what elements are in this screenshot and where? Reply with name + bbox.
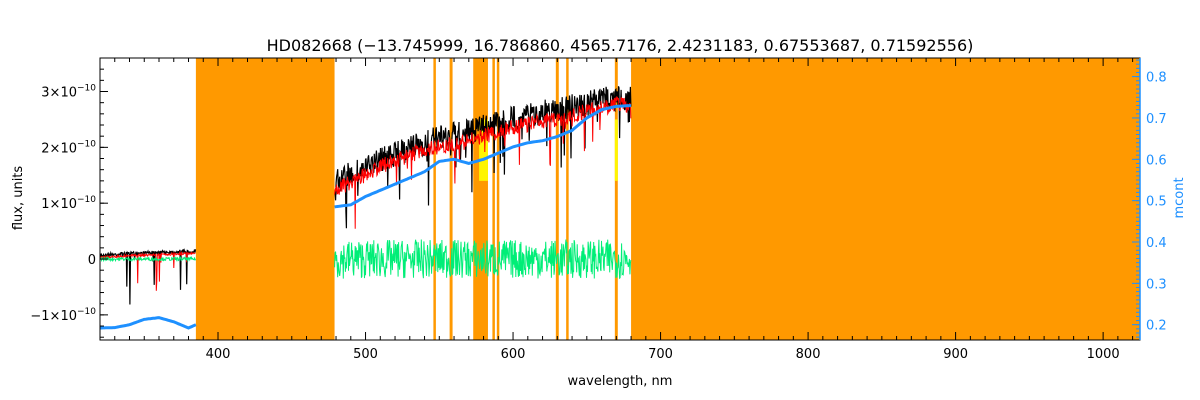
y-tick-label: 1×10−10 bbox=[41, 195, 96, 212]
y2-tick-label: 0.6 bbox=[1146, 153, 1167, 168]
x-axis: 400 500 600 700 800 900 1000 bbox=[114, 58, 1134, 362]
x-tick-label: 1000 bbox=[1087, 347, 1120, 362]
x-tick-label: 500 bbox=[353, 347, 378, 362]
masked-region bbox=[433, 58, 436, 340]
y-tick-label: 2×10−10 bbox=[41, 139, 96, 156]
series-residual bbox=[99, 255, 196, 263]
y2-tick-label: 0.7 bbox=[1146, 112, 1167, 127]
y2-tick-label: 0.2 bbox=[1146, 319, 1167, 334]
masked-region bbox=[492, 58, 495, 340]
masked-region bbox=[496, 58, 500, 340]
series-model bbox=[99, 250, 196, 291]
x-tick-label: 400 bbox=[206, 347, 231, 362]
y2-tick-label: 0.5 bbox=[1146, 195, 1167, 210]
masked-region bbox=[614, 58, 618, 340]
series-mcont bbox=[334, 104, 632, 209]
y-axis-label: flux, units bbox=[11, 166, 26, 231]
masked-region bbox=[555, 58, 559, 340]
y-axis: −1×10−10 0 1×10−10 2×10−10 3×10−10 bbox=[30, 68, 108, 338]
masked-region bbox=[631, 58, 1140, 340]
masked-region bbox=[449, 58, 453, 340]
y2-tick-label: 0.8 bbox=[1146, 71, 1167, 86]
x-tick-label: 600 bbox=[501, 347, 526, 362]
y2-axis: 0.2 0.3 0.4 0.5 0.6 0.7 0.8 bbox=[1132, 59, 1167, 338]
masked-region bbox=[473, 58, 488, 340]
y-tick-label: −1×10−10 bbox=[30, 307, 96, 324]
series-model bbox=[334, 95, 632, 229]
series-residual bbox=[334, 239, 632, 280]
x-tick-label: 800 bbox=[796, 347, 821, 362]
series-mcont bbox=[100, 316, 197, 330]
x-tick-label: 900 bbox=[943, 347, 968, 362]
series-group bbox=[99, 86, 632, 330]
series-observed bbox=[99, 248, 197, 305]
y2-tick-label: 0.4 bbox=[1146, 236, 1167, 251]
y2-tick-label: 0.3 bbox=[1146, 277, 1167, 292]
yellow-region bbox=[614, 119, 618, 181]
masked-region bbox=[566, 58, 569, 340]
chart-title: HD082668 (−13.745999, 16.786860, 4565.71… bbox=[267, 36, 974, 55]
masked-regions bbox=[195, 58, 1140, 340]
series-observed bbox=[334, 86, 632, 229]
yellow-regions bbox=[479, 119, 618, 181]
y2-axis-label: mcont bbox=[1172, 177, 1187, 218]
y-tick-label: 0 bbox=[88, 253, 96, 268]
y-tick-label: 3×10−10 bbox=[41, 84, 96, 101]
masked-region bbox=[195, 58, 335, 340]
x-tick-label: 700 bbox=[648, 347, 673, 362]
yellow-region bbox=[479, 119, 488, 181]
x-axis-label: wavelength, nm bbox=[568, 374, 673, 389]
